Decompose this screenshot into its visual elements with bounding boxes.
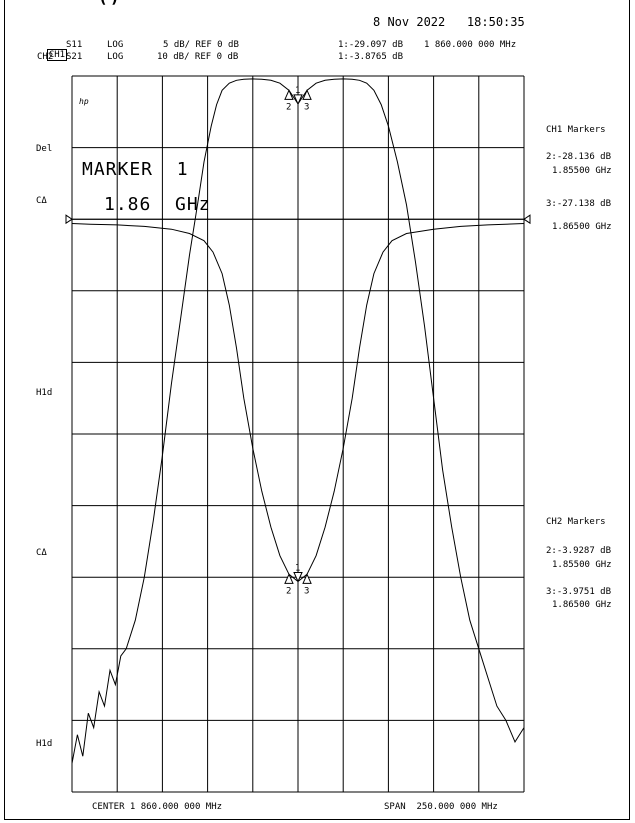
hp-logo: hp — [79, 97, 89, 106]
ch1-marker-freq: 1 860.000 000 MHz — [424, 40, 517, 50]
marker-3-s21-number: 3 — [304, 102, 309, 112]
ch1-markers-title: CH1 Markers — [546, 125, 606, 135]
datetime: 8 Nov 2022 18:50:35 — [373, 15, 525, 29]
ch2-marker3-value: 3:-3.9751 dB — [546, 587, 612, 597]
trace-s21 — [71, 78, 525, 764]
center-frequency: CENTER 1 860.000 000 MHz — [92, 802, 223, 812]
traces — [65, 78, 531, 764]
marker-2-s21 — [284, 89, 294, 100]
span-frequency: SPAN 250.000 000 MHz — [384, 802, 498, 812]
marker-box-line2: 1.86 GHz — [104, 194, 211, 215]
ch1-format: LOG — [107, 40, 124, 50]
ref-arrow-right — [523, 214, 531, 225]
ch2-marker-readout: 1:-3.8765 dB — [338, 52, 404, 62]
marker-2-s11-number: 2 — [286, 586, 291, 596]
ch2-scale: 10 dB/ REF 0 dB — [157, 52, 239, 62]
ch1-scale: 5 dB/ REF 0 dB — [163, 40, 239, 50]
ch1-marker2-value: 2:-28.136 dB — [546, 152, 612, 162]
ch1-param: S11 — [66, 40, 83, 50]
marker-1-s11-number: 1 — [295, 563, 300, 573]
trace-s11 — [71, 223, 525, 583]
marker-glyphs: 12 312 3 — [284, 86, 312, 596]
marker-1-s21-number: 1 — [295, 86, 300, 96]
marker-2-s21-number: 2 — [286, 102, 291, 112]
ch2-marker3-freq: 1.86500 GHz — [552, 600, 612, 610]
ch1-marker3-freq: 1.86500 GHz — [552, 222, 612, 232]
marker-1-s21 — [293, 94, 303, 106]
label-c-delta-2: CΔ — [36, 548, 47, 558]
ch1-row: CH1 — [36, 40, 68, 61]
label-hld-2: H1d — [36, 739, 53, 749]
ch1-marker-readout: 1:-29.097 dB — [338, 40, 404, 50]
label-del: Del — [36, 144, 53, 154]
ch2-marker2-freq: 1.85500 GHz — [552, 560, 612, 570]
ch2-marker2-value: 2:-3.9287 dB — [546, 546, 612, 556]
ch2-label[interactable]: CH2 — [37, 52, 54, 62]
label-hld-1: H1d — [36, 388, 53, 398]
ch1-marker3-value: 3:-27.138 dB — [546, 199, 612, 209]
top-title-partial: ( ) — [100, 0, 118, 7]
ref-arrow-left — [65, 214, 73, 225]
analyzer-frame — [4, 0, 630, 820]
ch1-marker2-freq: 1.85500 GHz — [552, 166, 612, 176]
marker-3-s11-number: 3 — [304, 586, 309, 596]
ch1-label[interactable]: CH1 — [46, 49, 68, 61]
graticule — [71, 75, 525, 793]
ch2-format: LOG — [107, 52, 124, 62]
ch2-param: S21 — [66, 52, 83, 62]
marker-3-s11 — [302, 573, 312, 584]
marker-3-s21 — [302, 89, 312, 100]
ch2-markers-title: CH2 Markers — [546, 517, 606, 527]
label-c-delta-1: CΔ — [36, 196, 47, 206]
marker-1-s11 — [293, 571, 303, 583]
marker-2-s11 — [284, 573, 294, 584]
